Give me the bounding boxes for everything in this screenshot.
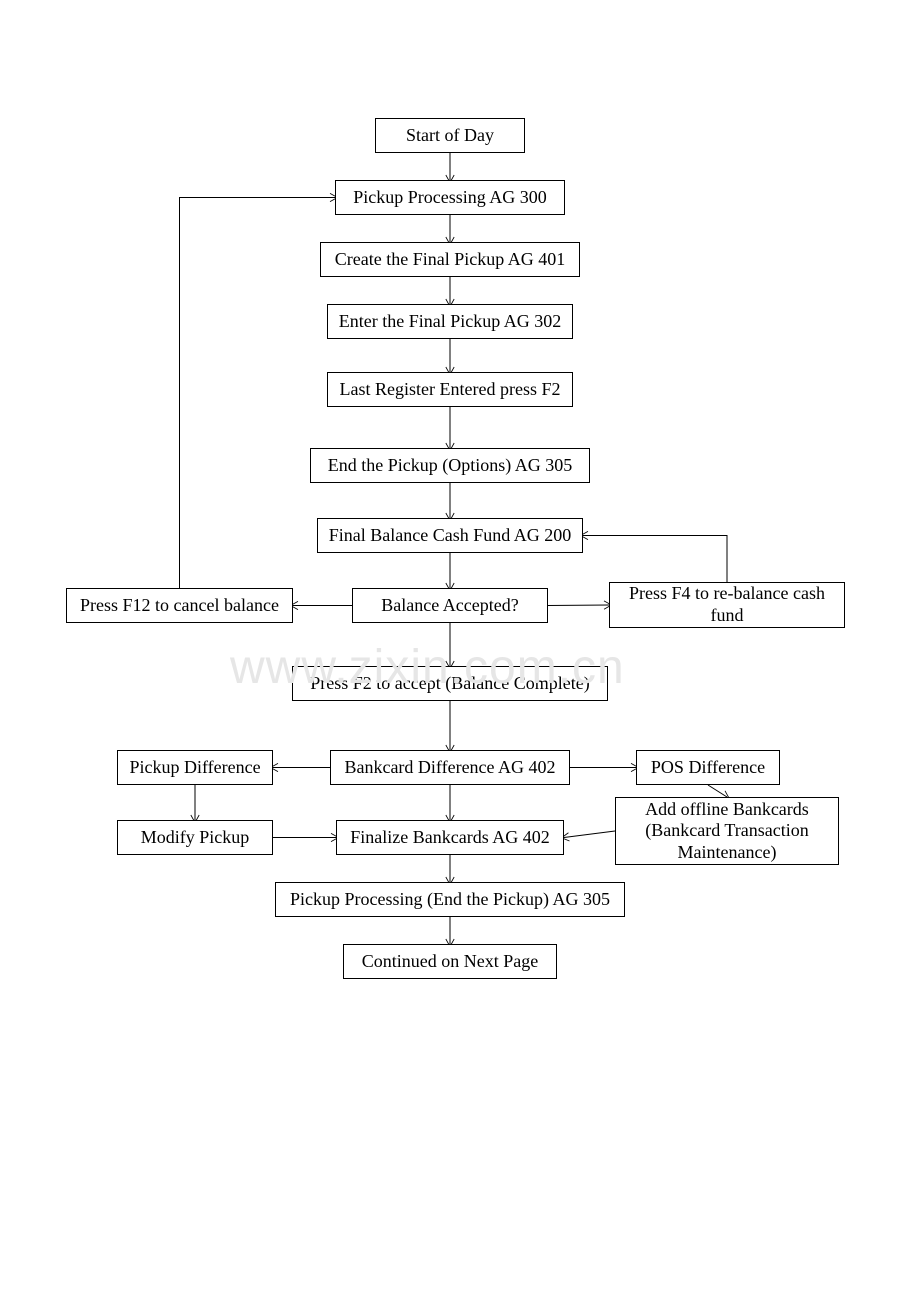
flowchart-node: Last Register Entered press F2 [327, 372, 573, 407]
flowchart-node: Final Balance Cash Fund AG 200 [317, 518, 583, 553]
flowchart-node: Press F4 to re-balance cash fund [609, 582, 845, 628]
flowchart-node: Pickup Difference [117, 750, 273, 785]
flowchart-node: Finalize Bankcards AG 402 [336, 820, 564, 855]
flowchart-node: Pickup Processing AG 300 [335, 180, 565, 215]
flowchart-node: Continued on Next Page [343, 944, 557, 979]
flowchart-node: Enter the Final Pickup AG 302 [327, 304, 573, 339]
flowchart-node: Bankcard Difference AG 402 [330, 750, 570, 785]
flowchart-node: Create the Final Pickup AG 401 [320, 242, 580, 277]
flowchart-node: Press F12 to cancel balance [66, 588, 293, 623]
flowchart-node: Pickup Processing (End the Pickup) AG 30… [275, 882, 625, 917]
flowchart-node: Press F2 to accept (Balance Complete) [292, 666, 608, 701]
flowchart-node: Start of Day [375, 118, 525, 153]
flowchart-node: Modify Pickup [117, 820, 273, 855]
flowchart-node: Add offline Bankcards (Bankcard Transact… [615, 797, 839, 865]
flowchart-node: End the Pickup (Options) AG 305 [310, 448, 590, 483]
flowchart-node: POS Difference [636, 750, 780, 785]
flowchart-node: Balance Accepted? [352, 588, 548, 623]
